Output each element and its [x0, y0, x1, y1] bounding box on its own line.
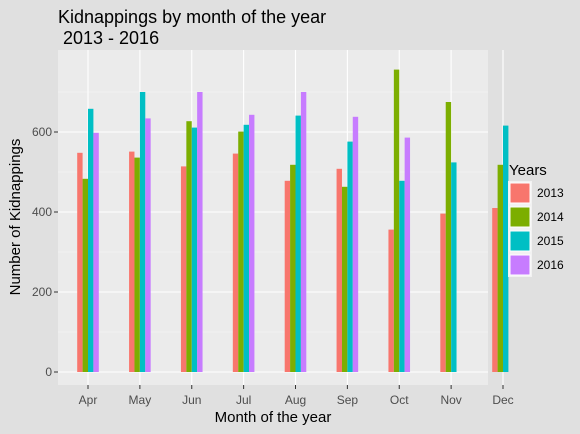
- x-tick-label-nov: Nov: [440, 393, 461, 407]
- legend-label-2015: 2015: [537, 234, 564, 248]
- bar-2016-Sep: [352, 116, 359, 372]
- bar-2014-Sep: [341, 186, 348, 372]
- bars: [77, 69, 509, 373]
- bar-2016-Jul: [249, 114, 255, 373]
- bar-2015-May: [139, 92, 146, 372]
- y-axis-title: Number of Kidnappings: [7, 139, 24, 296]
- x-tick-label-dec: Dec: [492, 393, 513, 407]
- bar-2016-Jun: [197, 92, 203, 372]
- legend-swatch-2015: [509, 230, 531, 252]
- bar-2014-May: [134, 157, 140, 372]
- y-tick-label: 400: [32, 205, 52, 219]
- bar-2013-Jul: [232, 153, 239, 372]
- bar-2015-Dec: [503, 125, 509, 372]
- plot-panel: [58, 50, 488, 385]
- chart-title-line-2: 2013 - 2016: [58, 28, 159, 48]
- bar-2016-Aug: [300, 92, 307, 372]
- bar-2013-Oct: [388, 229, 394, 372]
- bar-2013-Aug: [284, 180, 291, 372]
- bar-2013-Dec: [492, 208, 498, 372]
- bar-2014-Aug: [290, 164, 296, 372]
- chart-title-line-1: Kidnappings by month of the year: [58, 7, 326, 27]
- legend-title: Years: [509, 162, 547, 179]
- bar-2013-Sep: [336, 168, 342, 372]
- x-axis-title: Month of the year: [215, 409, 332, 426]
- y-tick-label: 0: [45, 365, 52, 379]
- bar-2015-Oct: [399, 180, 405, 372]
- bar-2013-Nov: [440, 213, 446, 372]
- bar-2015-Jul: [243, 124, 250, 372]
- legend-swatch-2013: [509, 182, 531, 204]
- bar-2014-Nov: [445, 102, 452, 372]
- bar-2015-Apr: [88, 108, 94, 373]
- x-axis: Apr May Jun Jul Aug Sep Oct Nov Dec: [79, 385, 514, 407]
- y-axis: 0 200 400 600: [32, 125, 58, 379]
- bar-2016-Oct: [404, 137, 411, 372]
- y-tick-label: 600: [32, 125, 52, 139]
- bar-2014-Jun: [186, 121, 192, 372]
- bar-2014-Oct: [393, 69, 400, 372]
- bar-2015-Jun: [191, 127, 198, 372]
- legend-label-2013: 2013: [537, 186, 564, 200]
- x-tick-label-oct: Oct: [390, 393, 409, 407]
- bar-2015-Aug: [295, 115, 301, 372]
- bar-2014-Apr: [82, 178, 88, 372]
- bar-2013-Apr: [77, 152, 83, 372]
- bar-2014-Dec: [497, 164, 503, 372]
- legend-swatch-2014: [509, 206, 531, 228]
- legend: Years 2013 2014 2015 2016: [508, 162, 564, 277]
- x-tick-label-jul: Jul: [236, 393, 251, 407]
- legend-label-2014: 2014: [537, 210, 564, 224]
- bar-2015-Sep: [347, 141, 353, 372]
- bar-2016-Apr: [93, 132, 99, 372]
- bar-2015-Nov: [451, 162, 457, 372]
- x-tick-label-apr: Apr: [79, 393, 98, 407]
- x-tick-label-sep: Sep: [337, 393, 359, 407]
- x-tick-label-aug: Aug: [285, 393, 306, 407]
- legend-swatch-2016: [509, 254, 531, 276]
- legend-label-2016: 2016: [537, 258, 564, 272]
- x-tick-label-jun: Jun: [182, 393, 201, 407]
- y-tick-label: 200: [32, 285, 52, 299]
- bar-2013-Jun: [180, 166, 187, 372]
- bar-2014-Jul: [238, 131, 244, 372]
- bar-2016-May: [145, 118, 151, 373]
- bar-2013-May: [129, 151, 135, 372]
- x-tick-label-may: May: [129, 393, 152, 407]
